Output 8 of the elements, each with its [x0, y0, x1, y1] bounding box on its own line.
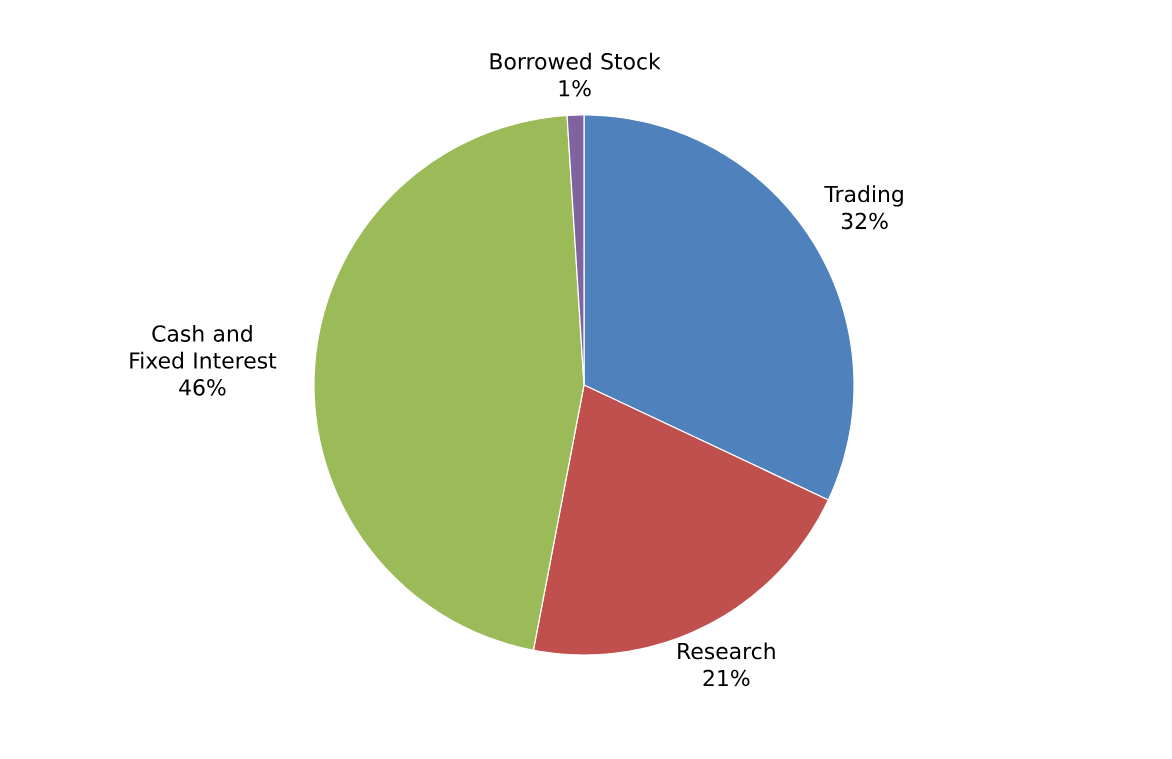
data-label: 21%	[703, 669, 750, 687]
slice-label: Research	[678, 642, 775, 660]
data-label: 1%	[559, 79, 591, 97]
data-label: 46%	[179, 379, 226, 396]
slice-label: Trading	[824, 185, 903, 207]
slice-label: Borrowed Stock	[490, 52, 661, 70]
data-label: 32%	[841, 212, 888, 230]
slice-label: Cash and Fixed Interest	[130, 324, 277, 369]
